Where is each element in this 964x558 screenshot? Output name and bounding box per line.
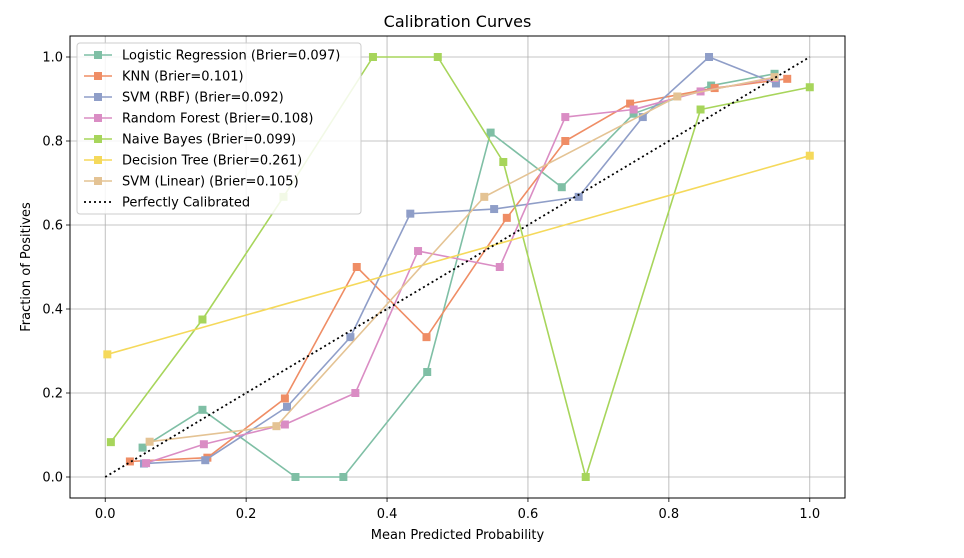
data-point [283, 402, 291, 411]
data-point [106, 438, 115, 447]
x-axis-label: Mean Predicted Probability [371, 528, 545, 543]
data-point [352, 263, 361, 271]
data-point [280, 394, 289, 403]
data-point [423, 368, 432, 376]
data-point [351, 389, 360, 397]
axis-ticks: 0.0 0.2 0.4 0.6 0.8 1.0 0.0 0.2 0.4 0.6 0.8 1.0 [42, 51, 820, 523]
data-point [673, 92, 682, 101]
data-point [574, 192, 583, 201]
data-point [201, 456, 210, 465]
legend-marker [94, 135, 102, 143]
data-point [291, 473, 300, 481]
series-line [129, 78, 788, 463]
x-tick-label: 0.8 [659, 507, 680, 522]
data-point [783, 74, 792, 83]
data-point [198, 315, 207, 324]
data-point [199, 440, 208, 449]
data-point [626, 99, 635, 108]
x-tick-label: 0.0 [95, 507, 116, 522]
chart-title: Calibration Curves [384, 12, 532, 31]
data-point [346, 333, 355, 342]
data-point [433, 53, 442, 61]
legend: Logistic Regression (Brier=0.097) KNN (Br… [76, 42, 362, 215]
x-tick-label: 0.4 [377, 507, 398, 522]
legend-marker [94, 114, 102, 122]
data-point [339, 473, 348, 481]
legend-label: Logistic Regression (Brier=0.097) [122, 49, 340, 64]
data-point [696, 105, 705, 114]
data-point [368, 53, 377, 61]
series-line [104, 56, 811, 478]
series-layer [103, 53, 814, 481]
y-tick-label: 0.6 [42, 219, 63, 234]
data-point [198, 405, 207, 414]
legend-label: SVM (Linear) (Brier=0.105) [122, 175, 299, 190]
data-point [272, 422, 281, 431]
legend-label: Decision Tree (Brier=0.261) [122, 154, 302, 169]
legend-marker [94, 51, 102, 59]
data-point [502, 213, 511, 222]
data-point [414, 247, 423, 256]
data-point [142, 459, 151, 468]
series-6 [145, 73, 779, 446]
legend-marker [94, 93, 102, 101]
data-point [638, 113, 647, 122]
data-point [406, 209, 415, 218]
data-point [125, 457, 134, 466]
series-7 [104, 56, 811, 478]
data-point [805, 151, 814, 160]
y-tick-label: 1.0 [42, 51, 63, 66]
y-tick-label: 0.4 [42, 303, 63, 318]
legend-marker [94, 72, 102, 80]
data-point [480, 192, 489, 201]
data-point [629, 109, 638, 118]
x-tick-label: 0.6 [518, 507, 539, 522]
data-point [490, 205, 499, 214]
data-point [280, 420, 289, 429]
legend-box [76, 42, 362, 215]
series-line [107, 154, 810, 356]
legend-label: Perfectly Calibrated [122, 196, 250, 211]
legend-label: SVM (RBF) (Brier=0.092) [122, 91, 284, 106]
data-point [629, 105, 638, 114]
y-tick-label: 0.8 [42, 135, 63, 150]
data-point [495, 263, 504, 271]
y-tick-label: 0.2 [42, 387, 63, 402]
legend-marker [94, 156, 102, 164]
y-axis-label: Fraction of Positives [19, 202, 34, 332]
data-point [422, 333, 431, 342]
data-point [561, 137, 570, 145]
data-point [103, 350, 112, 359]
series-5 [103, 151, 814, 359]
grid [70, 36, 845, 498]
data-point [145, 437, 154, 446]
x-tick-label: 1.0 [799, 507, 820, 522]
legend-label: KNN (Brier=0.101) [122, 70, 244, 85]
x-tick-label: 0.2 [236, 507, 257, 522]
data-point [770, 73, 779, 82]
series-line [145, 77, 775, 464]
plot-frame [69, 35, 846, 499]
data-point [805, 83, 814, 92]
data-point [581, 473, 590, 481]
data-point [138, 443, 147, 452]
data-point [499, 158, 508, 166]
data-point [561, 113, 570, 122]
data-point [771, 79, 780, 88]
data-point [705, 53, 714, 61]
legend-label: Random Forest (Brier=0.108) [122, 112, 313, 127]
data-point [486, 128, 495, 137]
y-tick-label: 0.0 [42, 471, 63, 486]
legend-marker [94, 177, 102, 185]
legend-label: Naive Bayes (Brier=0.099) [122, 133, 296, 148]
data-point [557, 183, 566, 192]
